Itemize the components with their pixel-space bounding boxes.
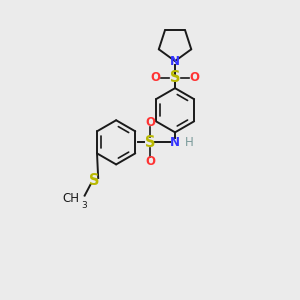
- Text: O: O: [190, 71, 200, 84]
- Text: H: H: [185, 136, 194, 149]
- Text: S: S: [145, 135, 155, 150]
- Text: S: S: [89, 173, 99, 188]
- Text: S: S: [170, 70, 180, 86]
- Text: O: O: [145, 155, 155, 168]
- Text: 3: 3: [81, 201, 87, 210]
- Text: CH: CH: [62, 192, 79, 205]
- Text: O: O: [145, 116, 155, 129]
- Text: O: O: [150, 71, 160, 84]
- Text: N: N: [170, 55, 180, 68]
- Text: N: N: [170, 136, 180, 149]
